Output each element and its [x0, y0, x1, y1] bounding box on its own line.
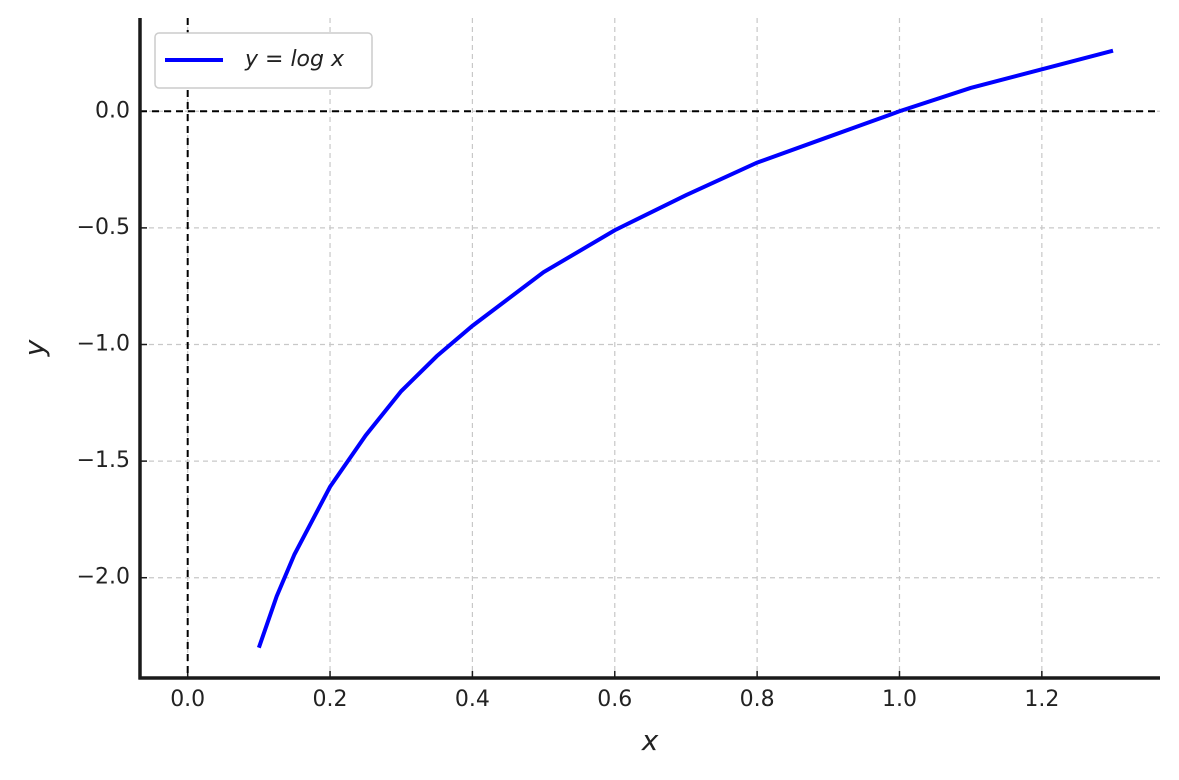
y-tick-label: −1.5 — [77, 448, 130, 473]
x-tick-label: 0.0 — [170, 687, 205, 712]
legend-label: y = log x — [244, 47, 345, 72]
line — [256, 48, 1114, 649]
x-tick-label: 1.2 — [1024, 687, 1059, 712]
x-tick-label: 0.4 — [455, 687, 490, 712]
legend: y = log x — [154, 32, 373, 89]
y-tick-label: 0.0 — [95, 98, 130, 123]
x-axis-label: x — [641, 724, 659, 757]
x-tick-label: 0.2 — [313, 687, 348, 712]
y-axis-label: y — [18, 339, 51, 357]
x-tick-label: 0.8 — [740, 687, 775, 712]
y-tick-label: −2.0 — [77, 565, 130, 590]
legend-box — [154, 32, 373, 89]
y-tick-label: −1.0 — [77, 332, 130, 357]
x-tick-label: 1.0 — [882, 687, 917, 712]
y-tick-label: −0.5 — [77, 215, 130, 240]
x-tick-label: 0.6 — [597, 687, 632, 712]
